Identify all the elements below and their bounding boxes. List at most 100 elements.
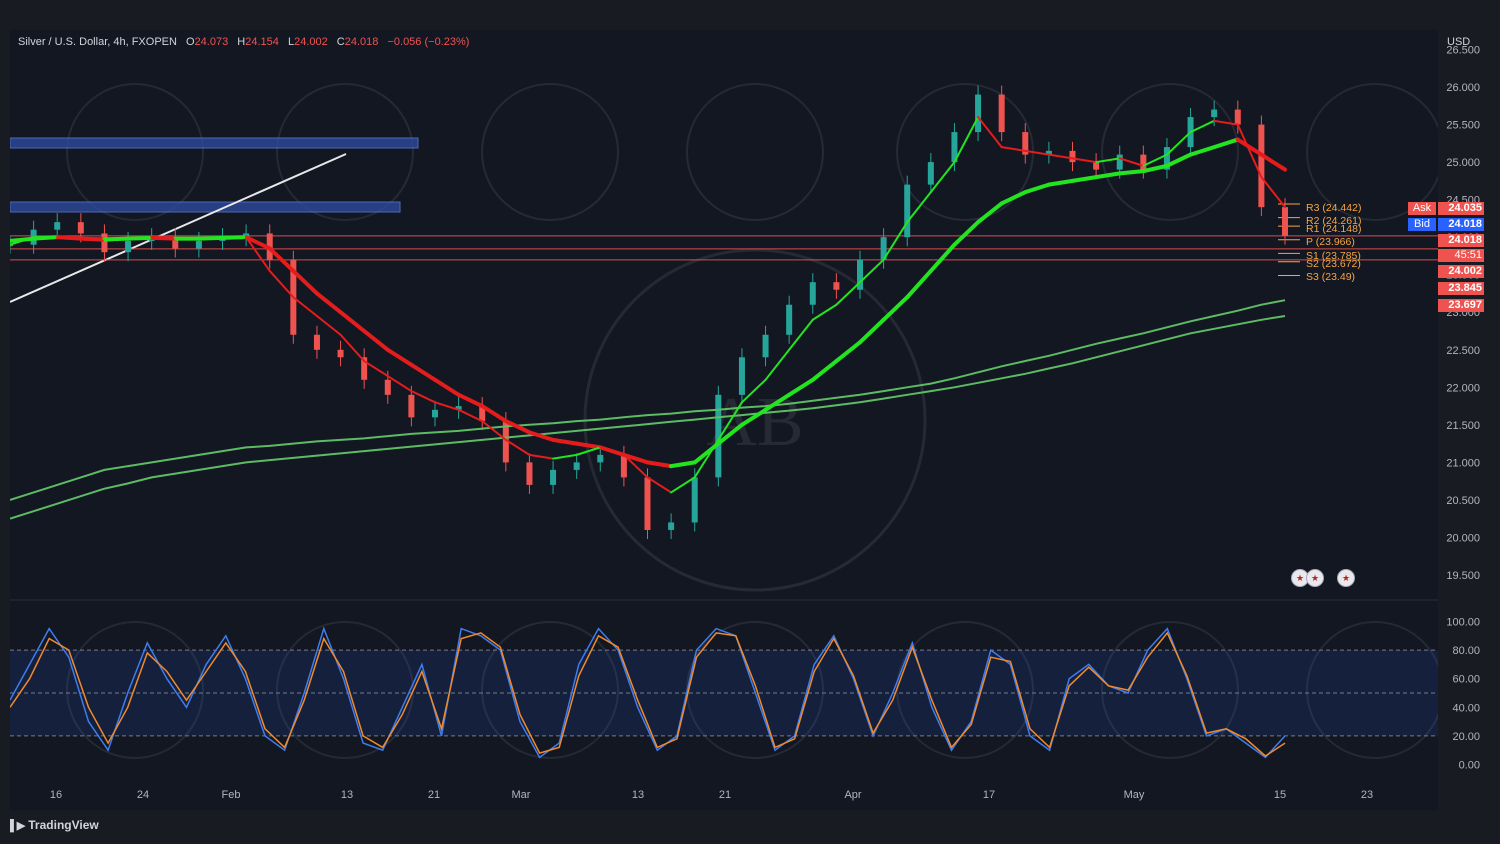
- candle-body: [337, 349, 344, 358]
- osc-tick-label: 20.00: [1452, 731, 1480, 743]
- candle-body: [54, 222, 61, 230]
- bid-price-tag: 24.018: [1438, 218, 1484, 231]
- ema-segment: [221, 236, 248, 240]
- osc-tick-label: 60.00: [1452, 674, 1480, 686]
- trend-line: [10, 153, 347, 303]
- watermark-seal: [1101, 83, 1239, 221]
- x-tick-label: 13: [341, 789, 353, 801]
- candle-body: [172, 237, 179, 249]
- ema-segment: [906, 191, 932, 224]
- chart-area[interactable]: AB: [10, 30, 1438, 810]
- ema-segment: [881, 295, 910, 322]
- candle-body: [1282, 207, 1288, 236]
- candle-body: [1022, 132, 1029, 155]
- y-tick-label: 22.500: [1446, 345, 1480, 357]
- ask-price-tag: 24.035: [1438, 202, 1484, 215]
- ema-segment: [434, 401, 460, 411]
- ema-segment: [977, 116, 1003, 149]
- y-tick-label: 25.000: [1446, 157, 1480, 169]
- candle-body: [101, 233, 108, 253]
- ema-segment: [1188, 145, 1217, 157]
- ema-segment: [1047, 153, 1074, 160]
- ema-segment: [717, 401, 743, 441]
- candle-body: [408, 394, 415, 418]
- pivot-s3: S3 (23.49): [1306, 271, 1356, 283]
- watermark-seal: [66, 621, 204, 759]
- long-ma-line: [10, 299, 1286, 501]
- price-chart[interactable]: AB: [10, 30, 1438, 810]
- ema-segment: [1142, 153, 1168, 167]
- stoch-d-line: [10, 631, 1286, 757]
- ema-segment: [1235, 137, 1264, 157]
- long-ma-line: [10, 315, 1286, 520]
- candle-body: [691, 477, 698, 523]
- ema-segment: [788, 318, 814, 351]
- tradingview-logo[interactable]: ▌▶ TradingView: [10, 818, 99, 832]
- candle-body: [644, 477, 651, 530]
- candle-body: [857, 259, 863, 290]
- ema-segment: [268, 269, 295, 299]
- ema-segment: [787, 377, 815, 397]
- symbol-label[interactable]: Silver / U.S. Dollar, 4h, FXOPEN: [18, 36, 177, 48]
- us-flag-event-icon[interactable]: ★: [1306, 569, 1324, 587]
- ema-segment: [811, 303, 838, 321]
- ema-segment: [527, 430, 556, 442]
- ema-segment: [621, 452, 650, 465]
- ema-segment: [670, 476, 696, 494]
- y-tick-label: 21.000: [1446, 457, 1480, 469]
- candle-body: [479, 406, 486, 422]
- stochastic-pane: [10, 599, 1438, 759]
- ohlc-legend: Silver / U.S. Dollar, 4h, FXOPEN O24.073…: [18, 36, 470, 48]
- ema-segment: [882, 221, 909, 261]
- ema-segment: [292, 296, 318, 317]
- ema-segment: [245, 236, 271, 272]
- ema-segment: [385, 347, 414, 367]
- ema-segment: [314, 291, 343, 315]
- candle-body: [1163, 147, 1170, 170]
- us-flag-event-icon[interactable]: ★: [1337, 569, 1355, 587]
- osc-tick-label: 100.00: [1446, 616, 1480, 628]
- ema-segment: [362, 329, 390, 352]
- ema-segment: [574, 441, 603, 450]
- y-tick-label: 25.500: [1446, 120, 1480, 132]
- ema-segment: [928, 242, 957, 273]
- candle-body: [975, 94, 982, 133]
- ask-label: Ask: [1408, 202, 1436, 215]
- x-tick-label: 16: [50, 789, 62, 801]
- watermark-seal: [1306, 621, 1438, 759]
- low-value: 24.002: [294, 36, 328, 48]
- ema-segment: [552, 453, 578, 460]
- ema-segment: [905, 268, 933, 300]
- candle-body: [620, 454, 627, 478]
- ema-segment: [363, 360, 389, 378]
- ema-segment: [834, 340, 862, 364]
- candle-body: [1116, 154, 1123, 170]
- candle-body: [809, 282, 816, 305]
- ema-segment: [528, 453, 555, 460]
- candle-body: [313, 334, 320, 350]
- candle-body: [1211, 109, 1218, 118]
- ema-segment: [103, 237, 130, 242]
- ema-segment: [1070, 175, 1099, 183]
- supply-zone: [10, 201, 401, 213]
- ema-segment: [1000, 146, 1027, 152]
- ema-segment: [858, 317, 886, 345]
- x-tick-label: May: [1124, 789, 1145, 801]
- last-price-tag: 24.018: [1438, 234, 1484, 247]
- ema-segment: [1118, 157, 1145, 167]
- x-tick-label: 13: [632, 789, 644, 801]
- ema-segment: [976, 201, 1004, 225]
- currency-label[interactable]: USD: [1447, 36, 1471, 48]
- candle-body: [77, 222, 84, 234]
- ema-segment: [1071, 157, 1098, 164]
- level-tag-b: 23.845: [1438, 282, 1484, 295]
- ema-segment: [1189, 119, 1216, 134]
- candle-body: [951, 132, 958, 163]
- candle-body: [668, 522, 675, 530]
- open-value: 24.073: [194, 36, 229, 48]
- ema-segment: [433, 377, 461, 397]
- candle-body: [1258, 124, 1265, 208]
- candle-body: [1234, 109, 1241, 125]
- tradingview-icon: ▌▶: [10, 820, 25, 832]
